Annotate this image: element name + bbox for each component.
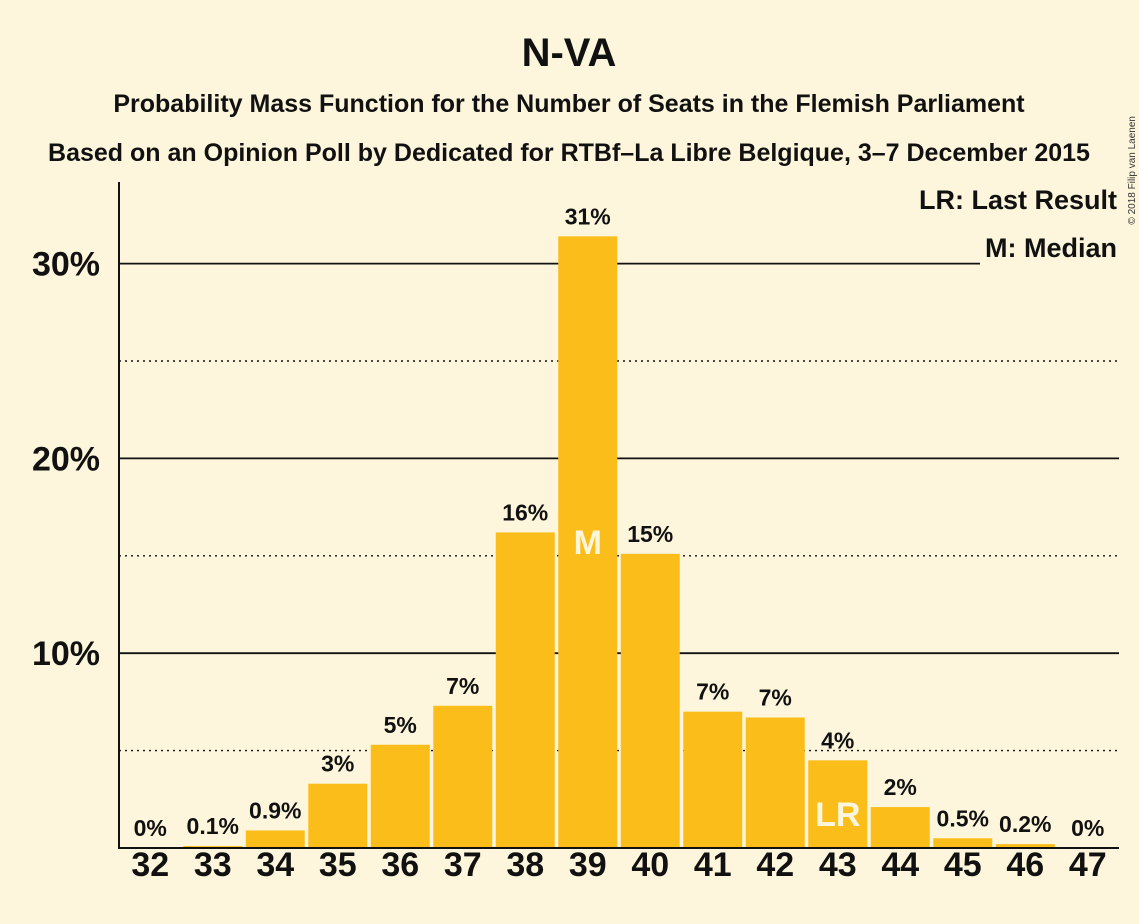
data-labels: 0% 0.1% 0.9% 3% 5% 7% 16% 31% 15% 7% 7% 4% 2% 0.5% 0.2… — [134, 203, 1105, 841]
last-result-marker: LR — [815, 796, 860, 834]
bar — [995, 844, 1055, 848]
legend-bg-last-result — [936, 184, 1119, 220]
x-tick-label: 42 — [756, 846, 794, 884]
x-tick-label: 35 — [319, 846, 357, 884]
x-tick-label: 43 — [819, 846, 857, 884]
x-tick-label: 47 — [1069, 846, 1107, 884]
y-axis-ticks: 10% 20% 30% — [32, 246, 100, 674]
x-tick-label: 45 — [944, 846, 982, 884]
x-tick-label: 40 — [631, 846, 669, 884]
bar — [245, 830, 305, 848]
bar — [745, 717, 805, 848]
x-tick-label: 32 — [131, 846, 169, 884]
data-label: 0.1% — [187, 813, 239, 839]
data-label: 0.5% — [937, 805, 989, 831]
bar — [495, 532, 555, 848]
copyright: © 2018 Filip van Laenen — [1127, 116, 1138, 225]
data-label: 3% — [321, 751, 354, 777]
bar — [620, 553, 680, 848]
data-label: 2% — [884, 774, 917, 800]
bars — [183, 236, 1055, 848]
data-label: 4% — [821, 727, 854, 753]
data-label: 0% — [1071, 815, 1104, 841]
x-axis-ticks: 32 33 34 35 36 37 38 39 40 41 42 43 44 45 46 47 — [131, 846, 1106, 884]
data-label: 31% — [565, 203, 611, 229]
gridlines — [119, 262, 1119, 752]
legend-median: M: Median — [985, 233, 1117, 263]
data-label: 7% — [759, 684, 792, 710]
y-tick-label: 30% — [32, 246, 100, 284]
x-tick-label: 46 — [1006, 846, 1044, 884]
y-tick-label: 20% — [32, 440, 100, 478]
data-label: 7% — [446, 673, 479, 699]
x-tick-label: 36 — [381, 846, 419, 884]
median-marker: M — [574, 524, 602, 562]
bar — [558, 236, 618, 848]
data-label: 15% — [627, 521, 673, 547]
x-tick-label: 39 — [569, 846, 607, 884]
bar — [683, 711, 743, 848]
bar — [808, 760, 868, 848]
x-tick-label: 38 — [506, 846, 544, 884]
data-label: 0.2% — [999, 811, 1051, 837]
x-tick-label: 33 — [194, 846, 232, 884]
y-tick-label: 10% — [32, 635, 100, 673]
x-tick-label: 44 — [881, 846, 919, 884]
bar — [433, 705, 493, 848]
x-tick-label: 34 — [256, 846, 294, 884]
legend-last-result: LR: Last Result — [919, 185, 1117, 215]
bar — [308, 783, 368, 848]
bar — [933, 838, 993, 848]
data-label: 7% — [696, 679, 729, 705]
data-label: 5% — [384, 712, 417, 738]
data-label: 0% — [134, 815, 167, 841]
data-label: 0.9% — [249, 797, 301, 823]
x-tick-label: 37 — [444, 846, 482, 884]
bar — [370, 744, 430, 848]
bar — [870, 807, 930, 848]
x-tick-label: 41 — [694, 846, 732, 884]
legend-bg-median — [980, 232, 1119, 266]
chart-source: Based on an Opinion Poll by Dedicated fo… — [48, 139, 1090, 167]
data-label: 16% — [502, 499, 548, 525]
chart-subtitle: Probability Mass Function for the Number… — [113, 90, 1025, 118]
chart-title: N-VA — [522, 31, 617, 75]
